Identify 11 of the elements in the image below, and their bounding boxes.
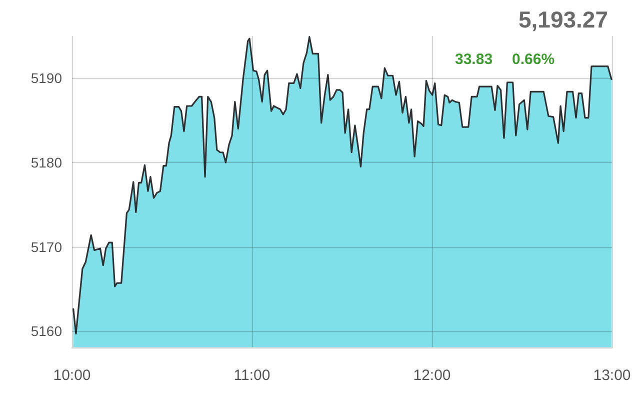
y-tick-label: 5190	[30, 70, 62, 86]
x-tick-label: 11:00	[234, 367, 270, 384]
y-tick-label: 5170	[30, 238, 62, 255]
annotation: 0.66%	[512, 51, 555, 68]
y-tick-label: 5180	[30, 154, 62, 170]
y-tick-label: 5160	[30, 323, 62, 340]
x-tick-label: 10:00	[53, 367, 91, 384]
x-tick-label: 12:00	[413, 367, 451, 384]
annotation: 33.83	[455, 51, 493, 68]
text: 5,193.27	[518, 6, 608, 32]
x-tick-label: 13:00	[593, 367, 631, 384]
